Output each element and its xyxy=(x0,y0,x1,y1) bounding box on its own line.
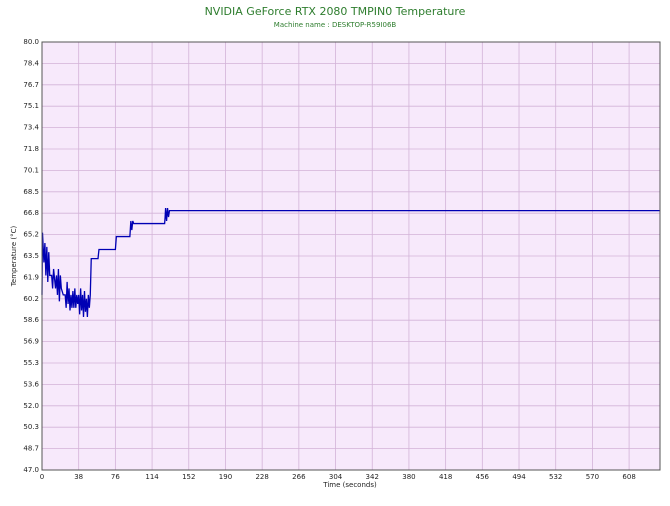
x-tick-label: 38 xyxy=(74,473,83,481)
chart-subtitle: Machine name : DESKTOP-R59I06B xyxy=(274,21,397,29)
x-tick-label: 152 xyxy=(182,473,195,481)
x-tick-label: 380 xyxy=(402,473,415,481)
x-tick-label: 494 xyxy=(512,473,526,481)
y-tick-label: 56.9 xyxy=(23,338,39,346)
y-tick-label: 76.7 xyxy=(23,81,39,89)
y-tick-label: 68.5 xyxy=(23,188,39,196)
plot-border xyxy=(41,41,661,471)
y-tick-label: 70.1 xyxy=(23,166,39,174)
y-tick-label: 75.1 xyxy=(23,102,39,110)
y-tick-label: 71.8 xyxy=(23,145,39,153)
y-tick-label: 65.2 xyxy=(23,231,39,239)
x-tick-label: 456 xyxy=(476,473,490,481)
x-tick-label: 304 xyxy=(329,473,343,481)
chart-title: NVIDIA GeForce RTX 2080 TMPIN0 Temperatu… xyxy=(205,5,466,18)
x-tick-label: 608 xyxy=(622,473,635,481)
y-tick-label: 63.5 xyxy=(23,252,39,260)
y-axis-label: Temperature (°C) xyxy=(10,226,18,288)
y-tick-label: 48.7 xyxy=(23,445,39,453)
x-tick-label: 0 xyxy=(40,473,44,481)
x-tick-label: 570 xyxy=(586,473,599,481)
temperature-line xyxy=(41,207,660,317)
x-tick-label: 76 xyxy=(111,473,120,481)
x-tick-label: 266 xyxy=(292,473,306,481)
y-tick-label: 58.6 xyxy=(23,316,39,324)
y-tick-label: 73.4 xyxy=(23,124,39,132)
y-tick-label: 60.2 xyxy=(23,295,39,303)
y-tick-label: 55.3 xyxy=(23,359,39,367)
x-tick-label: 228 xyxy=(255,473,268,481)
x-tick-label: 342 xyxy=(366,473,379,481)
y-tick-label: 50.3 xyxy=(23,423,39,431)
y-tick-label: 52.0 xyxy=(23,402,39,410)
y-tick-label: 53.6 xyxy=(23,380,39,388)
x-tick-label: 418 xyxy=(439,473,452,481)
x-tick-label: 114 xyxy=(145,473,159,481)
x-tick-label: 190 xyxy=(219,473,232,481)
y-tick-label: 80.0 xyxy=(23,38,39,46)
x-axis-label: Time (seconds) xyxy=(322,481,377,489)
y-tick-label: 66.8 xyxy=(23,209,39,217)
y-tick-label: 61.9 xyxy=(23,273,39,281)
y-tick-label: 47.0 xyxy=(23,466,39,474)
y-tick-label: 78.4 xyxy=(23,59,39,67)
x-tick-label: 532 xyxy=(549,473,562,481)
